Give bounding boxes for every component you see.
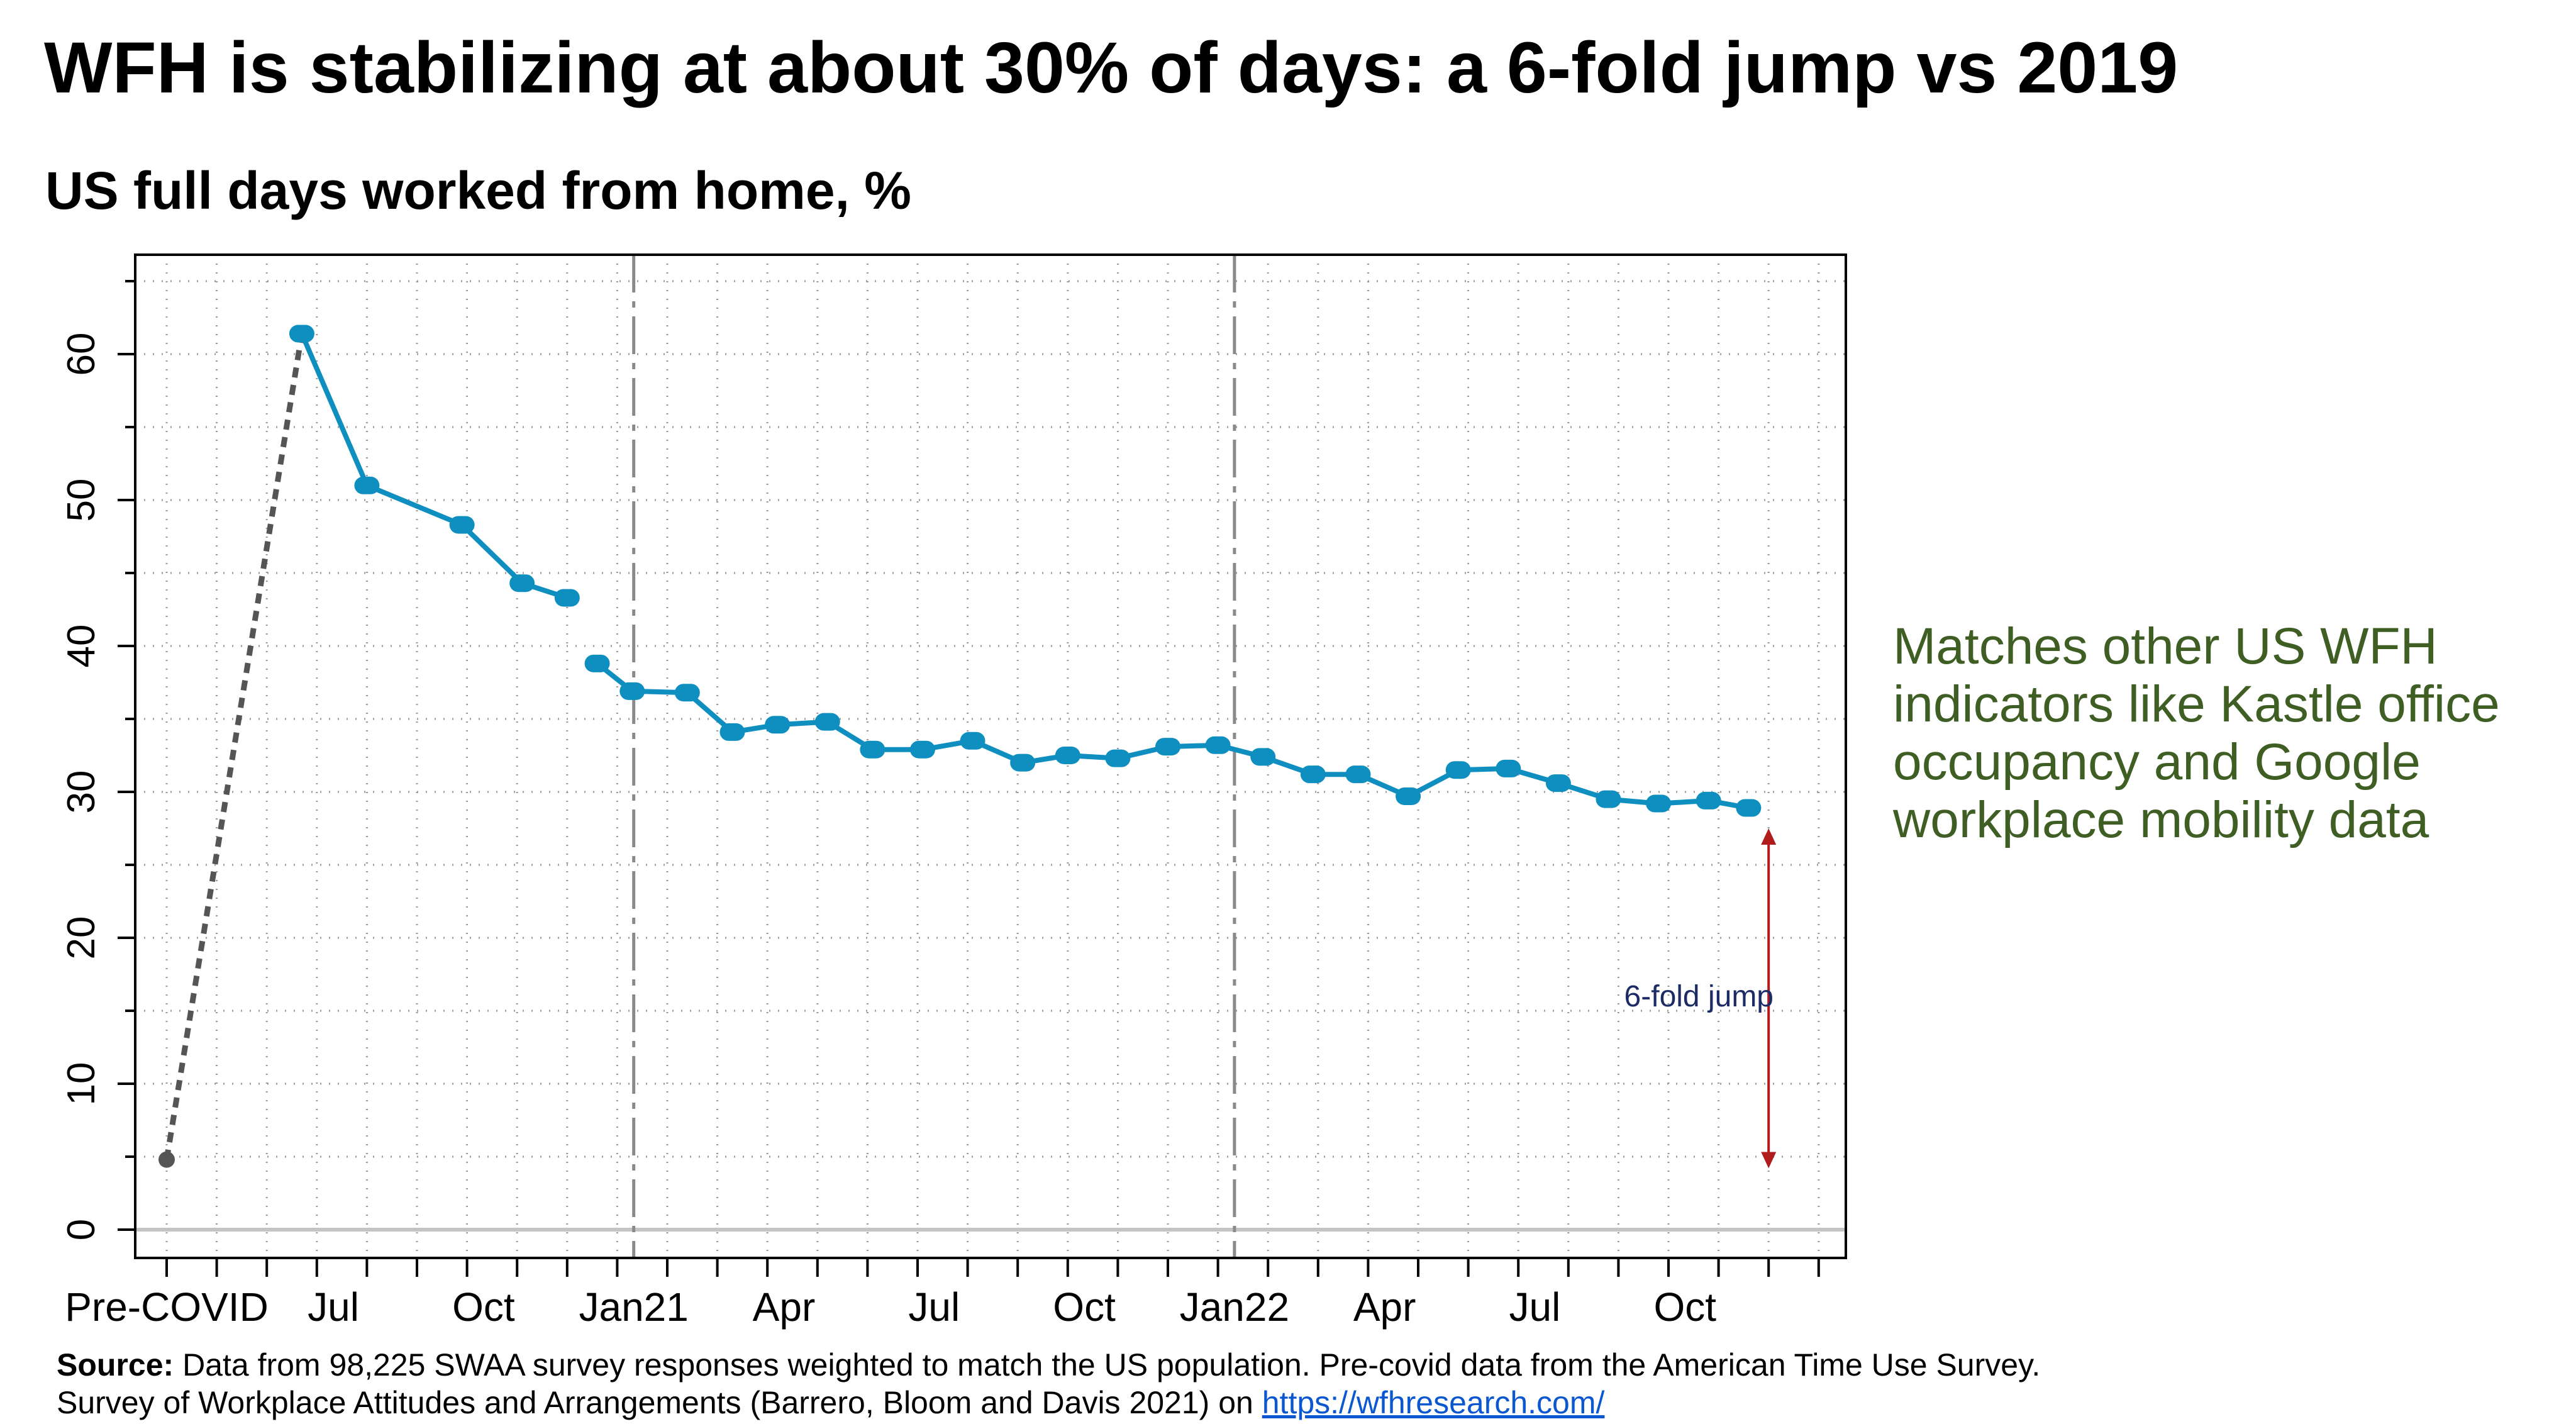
data-point xyxy=(1205,736,1231,754)
arrow-head-top xyxy=(1761,828,1777,845)
source-line-2: Survey of Workplace Attitudes and Arrang… xyxy=(57,1385,1253,1420)
y-tick-label: 10 xyxy=(60,1062,103,1106)
data-point xyxy=(1105,749,1131,767)
data-point xyxy=(719,723,745,741)
data-point xyxy=(960,731,985,750)
data-point xyxy=(1010,754,1036,772)
data-point xyxy=(354,476,380,494)
data-point xyxy=(1055,747,1080,764)
axis-layer: 0 10 20 30 40 50 60 Pre-COVID Jul Oct Jan21 Apr Jul O… xyxy=(60,280,1820,1330)
precovid-connector xyxy=(164,333,305,1160)
data-point xyxy=(1300,765,1326,784)
data-point xyxy=(509,574,535,592)
data-point xyxy=(584,654,610,672)
x-tick-label: Jul xyxy=(308,1284,359,1330)
source-note: Source: Data from 98,225 SWAA survey res… xyxy=(57,1346,2040,1421)
x-tick-label: Jul xyxy=(1509,1284,1561,1330)
arrow-head-bottom xyxy=(1761,1152,1777,1169)
plot-frame xyxy=(134,253,1847,1259)
source-link[interactable]: https://wfhresearch.com/ xyxy=(1262,1385,1605,1420)
x-tick-label: Oct xyxy=(1653,1284,1716,1330)
y-tick-label: 60 xyxy=(60,333,103,376)
data-point xyxy=(1596,790,1621,808)
x-tick-label: Oct xyxy=(1053,1284,1116,1330)
data-point xyxy=(1736,799,1762,817)
data-point xyxy=(814,713,840,731)
data-point xyxy=(1445,761,1471,779)
data-point xyxy=(289,325,314,343)
precovid-point xyxy=(158,1151,175,1168)
series-line-segment xyxy=(299,332,569,601)
year-divider-layer xyxy=(632,255,1236,1258)
source-label: Source: xyxy=(57,1347,174,1382)
source-line-1: Data from 98,225 SWAA survey responses w… xyxy=(182,1347,2041,1382)
grid-layer xyxy=(135,255,1846,1258)
y-tick-label: 50 xyxy=(60,479,103,522)
data-point xyxy=(1696,791,1721,809)
data-point xyxy=(765,716,791,734)
x-tick-label: Apr xyxy=(1353,1284,1416,1330)
annotation-layer: 6-fold jump xyxy=(1624,828,1777,1169)
x-tick-label: Jan22 xyxy=(1180,1284,1289,1330)
data-point xyxy=(1250,748,1276,766)
y-tick-label: 30 xyxy=(60,770,103,814)
data-point xyxy=(1155,738,1180,756)
series-layer xyxy=(158,325,1762,1168)
series-line-segment xyxy=(596,661,1750,811)
x-tick-label: Pre-COVID xyxy=(65,1284,269,1330)
y-tick-label: 20 xyxy=(60,916,103,960)
chart-subtitle: US full days worked from home, % xyxy=(45,161,911,220)
y-tick-label: 40 xyxy=(60,625,103,668)
data-point xyxy=(1646,794,1672,813)
x-tick-label: Jul xyxy=(908,1284,960,1330)
data-point xyxy=(1545,774,1571,793)
side-note: Matches other US WFH indicators like Kas… xyxy=(1893,618,2500,848)
data-point xyxy=(674,684,700,702)
data-point xyxy=(554,589,580,607)
x-tick-label: Oct xyxy=(452,1284,515,1330)
y-tick-label: 0 xyxy=(60,1219,103,1240)
data-point xyxy=(1396,787,1421,805)
data-point xyxy=(1345,765,1371,784)
data-point xyxy=(1496,759,1521,777)
x-tick-label: Apr xyxy=(753,1284,816,1330)
chart-title: WFH is stabilizing at about 30% of days:… xyxy=(44,28,2179,108)
data-point xyxy=(619,682,645,700)
annotation-label: 6-fold jump xyxy=(1624,980,1774,1013)
data-point xyxy=(449,516,475,534)
data-point xyxy=(909,740,935,759)
data-point xyxy=(860,740,886,759)
x-tick-label: Jan21 xyxy=(579,1284,688,1330)
line-chart: 0 10 20 30 40 50 60 Pre-COVID Jul Oct Jan21 Apr Jul O… xyxy=(60,253,1847,1330)
